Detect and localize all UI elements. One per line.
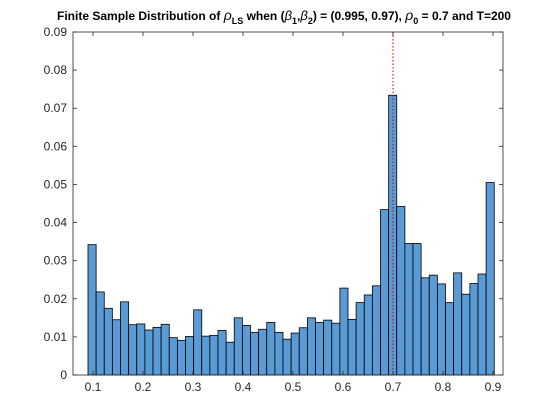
histogram-bar [323, 319, 333, 376]
y-tick-label: 0.07 [44, 101, 68, 115]
y-tick-label: 0.02 [44, 292, 68, 306]
y-tick-label: 0.01 [44, 330, 68, 344]
histogram-bar [396, 206, 406, 376]
title-beta2-subscript: 2 [308, 16, 313, 26]
histogram-bar [233, 317, 243, 376]
y-tick-label: 0.04 [44, 216, 68, 230]
title-comma: , [297, 9, 300, 23]
histogram-bar [363, 294, 373, 376]
histogram-bar [485, 182, 495, 376]
histogram-bar [436, 283, 446, 376]
histogram-bar [185, 336, 195, 376]
histogram-bar [266, 322, 276, 376]
histogram-bar [331, 322, 341, 376]
histogram-bar [111, 319, 121, 376]
title-rho0-subscript: 0 [413, 16, 418, 26]
y-tick-label: 0.03 [44, 254, 68, 268]
x-tick-label: 0.1 [85, 380, 102, 394]
y-tick-label: 0.06 [44, 139, 68, 153]
title-middle: when ( [243, 9, 284, 23]
title-beta1-subscript: 1 [292, 16, 297, 26]
histogram-bar [136, 323, 146, 376]
title-suffix: = 0.7 and T=200 [418, 9, 511, 23]
histogram-bar [315, 322, 325, 376]
x-tick-label: 0.5 [285, 380, 302, 394]
y-tick-label: 0.05 [44, 177, 68, 191]
histogram-bar [168, 337, 178, 376]
histogram-bar [274, 331, 284, 376]
histogram-bar [428, 274, 438, 376]
histogram-bar [420, 277, 430, 376]
histogram-bars [87, 94, 495, 376]
y-tick-label: 0.08 [44, 63, 68, 77]
histogram-bar [152, 326, 162, 376]
x-axis-ticks: 0.1 0.2 0.3 0.4 0.5 0.6 0.7 0.8 0.9 [85, 32, 502, 394]
histogram-bar [371, 285, 381, 376]
x-tick-label: 0.6 [335, 380, 352, 394]
y-axis-ticks: 0 0.01 0.02 0.03 0.04 0.05 0.06 0.07 0.08 0.09 [44, 25, 503, 382]
histogram-bar [144, 329, 154, 376]
title-values: ) = (0.995, 0.97), [313, 9, 405, 23]
histogram-bar [87, 244, 97, 376]
title-prefix: Finite Sample Distribution of [57, 9, 224, 23]
x-tick-label: 0.7 [385, 380, 402, 394]
title-rho-symbol: ρ [223, 7, 232, 23]
histogram-bar [103, 307, 113, 376]
histogram-bar [201, 335, 211, 376]
x-tick-label: 0.2 [135, 380, 152, 394]
histogram-bar [339, 287, 349, 376]
title-rho-subscript: LS [232, 16, 244, 26]
histogram-bar [453, 272, 463, 376]
histogram-bar [380, 209, 390, 376]
histogram-bar [469, 283, 479, 376]
histogram-bar [298, 327, 308, 376]
histogram-bar [95, 291, 105, 376]
histogram-bar [306, 317, 316, 376]
x-tick-label: 0.8 [435, 380, 452, 394]
plot-area-border [72, 31, 504, 376]
histogram-bar [347, 318, 357, 376]
histogram-bar [258, 328, 268, 376]
y-tick-label: 0 [60, 368, 67, 382]
histogram-bar [412, 243, 422, 376]
title-beta1-symbol: β [284, 8, 293, 23]
y-tick-label: 0.09 [44, 25, 68, 39]
histogram-bar [209, 334, 219, 376]
title-beta2-symbol: β [299, 8, 308, 23]
histogram-bar [241, 325, 251, 376]
title-rho0-symbol: ρ [404, 7, 413, 23]
histogram-bar [461, 293, 471, 376]
histogram-bar [193, 309, 203, 376]
histogram-bar [355, 302, 365, 376]
histogram-bar [290, 332, 300, 376]
chart-title: Finite Sample Distribution of ρLS when (… [57, 7, 511, 26]
histogram-bar [445, 302, 455, 376]
histogram-bar [160, 323, 170, 376]
histogram-bar [128, 324, 138, 376]
x-tick-label: 0.3 [185, 380, 202, 394]
histogram-bar [250, 331, 260, 376]
histogram-bar [282, 338, 292, 376]
x-tick-label: 0.9 [485, 380, 502, 394]
histogram-bar [404, 243, 414, 376]
histogram-bar [225, 341, 235, 376]
histogram-bar [176, 339, 186, 376]
x-tick-label: 0.4 [235, 380, 252, 394]
histogram-bar [120, 301, 130, 376]
histogram-bar [217, 330, 227, 376]
histogram-bar [477, 273, 487, 376]
axes-box [72, 31, 504, 376]
